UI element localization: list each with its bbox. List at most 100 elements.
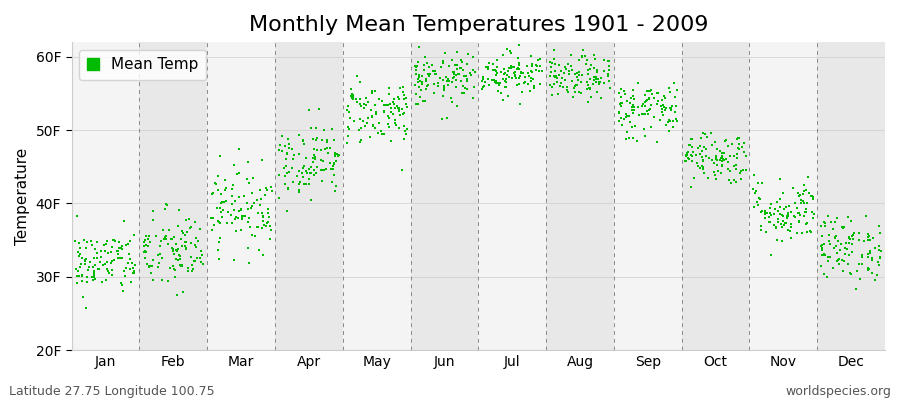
Point <box>119 241 133 248</box>
Point <box>828 219 842 225</box>
Point <box>292 150 306 157</box>
Point <box>375 98 390 104</box>
Point <box>104 272 119 278</box>
Point <box>436 92 450 99</box>
Point <box>112 245 127 252</box>
Bar <box>72 42 140 350</box>
Point <box>696 164 710 170</box>
Point <box>868 244 882 251</box>
Point <box>818 223 832 230</box>
Point <box>784 235 798 241</box>
Point <box>367 125 382 131</box>
Point <box>354 103 368 109</box>
Point <box>843 218 858 224</box>
Point <box>315 137 329 143</box>
Point <box>793 212 807 218</box>
Point <box>80 239 94 246</box>
Point <box>231 146 246 152</box>
Point <box>823 254 837 260</box>
Point <box>187 219 202 225</box>
Point <box>560 84 574 90</box>
Point <box>552 62 566 68</box>
Point <box>328 183 343 190</box>
Point <box>821 258 835 264</box>
Point <box>788 200 802 206</box>
Point <box>498 70 512 76</box>
Point <box>657 93 671 100</box>
Point <box>565 94 580 101</box>
Point <box>805 193 819 200</box>
Point <box>481 64 495 71</box>
Point <box>767 222 781 228</box>
Point <box>638 103 652 109</box>
Point <box>80 278 94 285</box>
Point <box>831 238 845 244</box>
Point <box>733 135 747 142</box>
Point <box>308 154 322 160</box>
Point <box>70 249 85 256</box>
Point <box>581 67 596 73</box>
Point <box>572 57 587 64</box>
Point <box>121 259 135 266</box>
Point <box>275 132 290 139</box>
Point <box>344 86 358 92</box>
Point <box>763 218 778 225</box>
Point <box>543 59 557 65</box>
Point <box>204 215 219 222</box>
Point <box>656 111 670 118</box>
Point <box>770 219 785 226</box>
Point <box>297 163 311 170</box>
Point <box>411 59 426 65</box>
Point <box>601 58 616 64</box>
Point <box>493 69 508 75</box>
Point <box>561 88 575 95</box>
Point <box>763 212 778 218</box>
Point <box>507 70 521 76</box>
Point <box>684 157 698 164</box>
Point <box>626 87 640 94</box>
Point <box>101 268 115 274</box>
Point <box>836 224 850 231</box>
Point <box>295 165 310 172</box>
Point <box>827 244 842 251</box>
Point <box>313 167 328 173</box>
Point <box>512 62 526 68</box>
Point <box>171 223 185 229</box>
Point <box>302 180 317 187</box>
Point <box>860 267 875 273</box>
Point <box>358 102 373 108</box>
Point <box>441 82 455 88</box>
Point <box>428 71 443 78</box>
Point <box>620 112 634 119</box>
Point <box>508 68 522 75</box>
Point <box>734 176 748 182</box>
Point <box>281 136 295 143</box>
Point <box>579 61 593 68</box>
Point <box>654 103 669 110</box>
Point <box>123 256 138 262</box>
Point <box>860 237 875 243</box>
Point <box>358 122 373 129</box>
Point <box>511 60 526 66</box>
Point <box>689 152 704 158</box>
Point <box>279 163 293 169</box>
Point <box>160 278 175 284</box>
Point <box>525 61 539 68</box>
Point <box>721 142 735 149</box>
Point <box>842 270 857 276</box>
Point <box>127 270 141 276</box>
Point <box>241 206 256 212</box>
Point <box>784 208 798 215</box>
Point <box>681 156 696 162</box>
Point <box>654 96 669 103</box>
Point <box>628 122 643 129</box>
Point <box>232 207 247 214</box>
Point <box>582 66 597 72</box>
Point <box>852 260 867 267</box>
Point <box>449 77 464 84</box>
Point <box>244 202 258 209</box>
Point <box>376 108 391 114</box>
Point <box>458 85 473 91</box>
Point <box>446 75 460 82</box>
Point <box>852 237 867 244</box>
